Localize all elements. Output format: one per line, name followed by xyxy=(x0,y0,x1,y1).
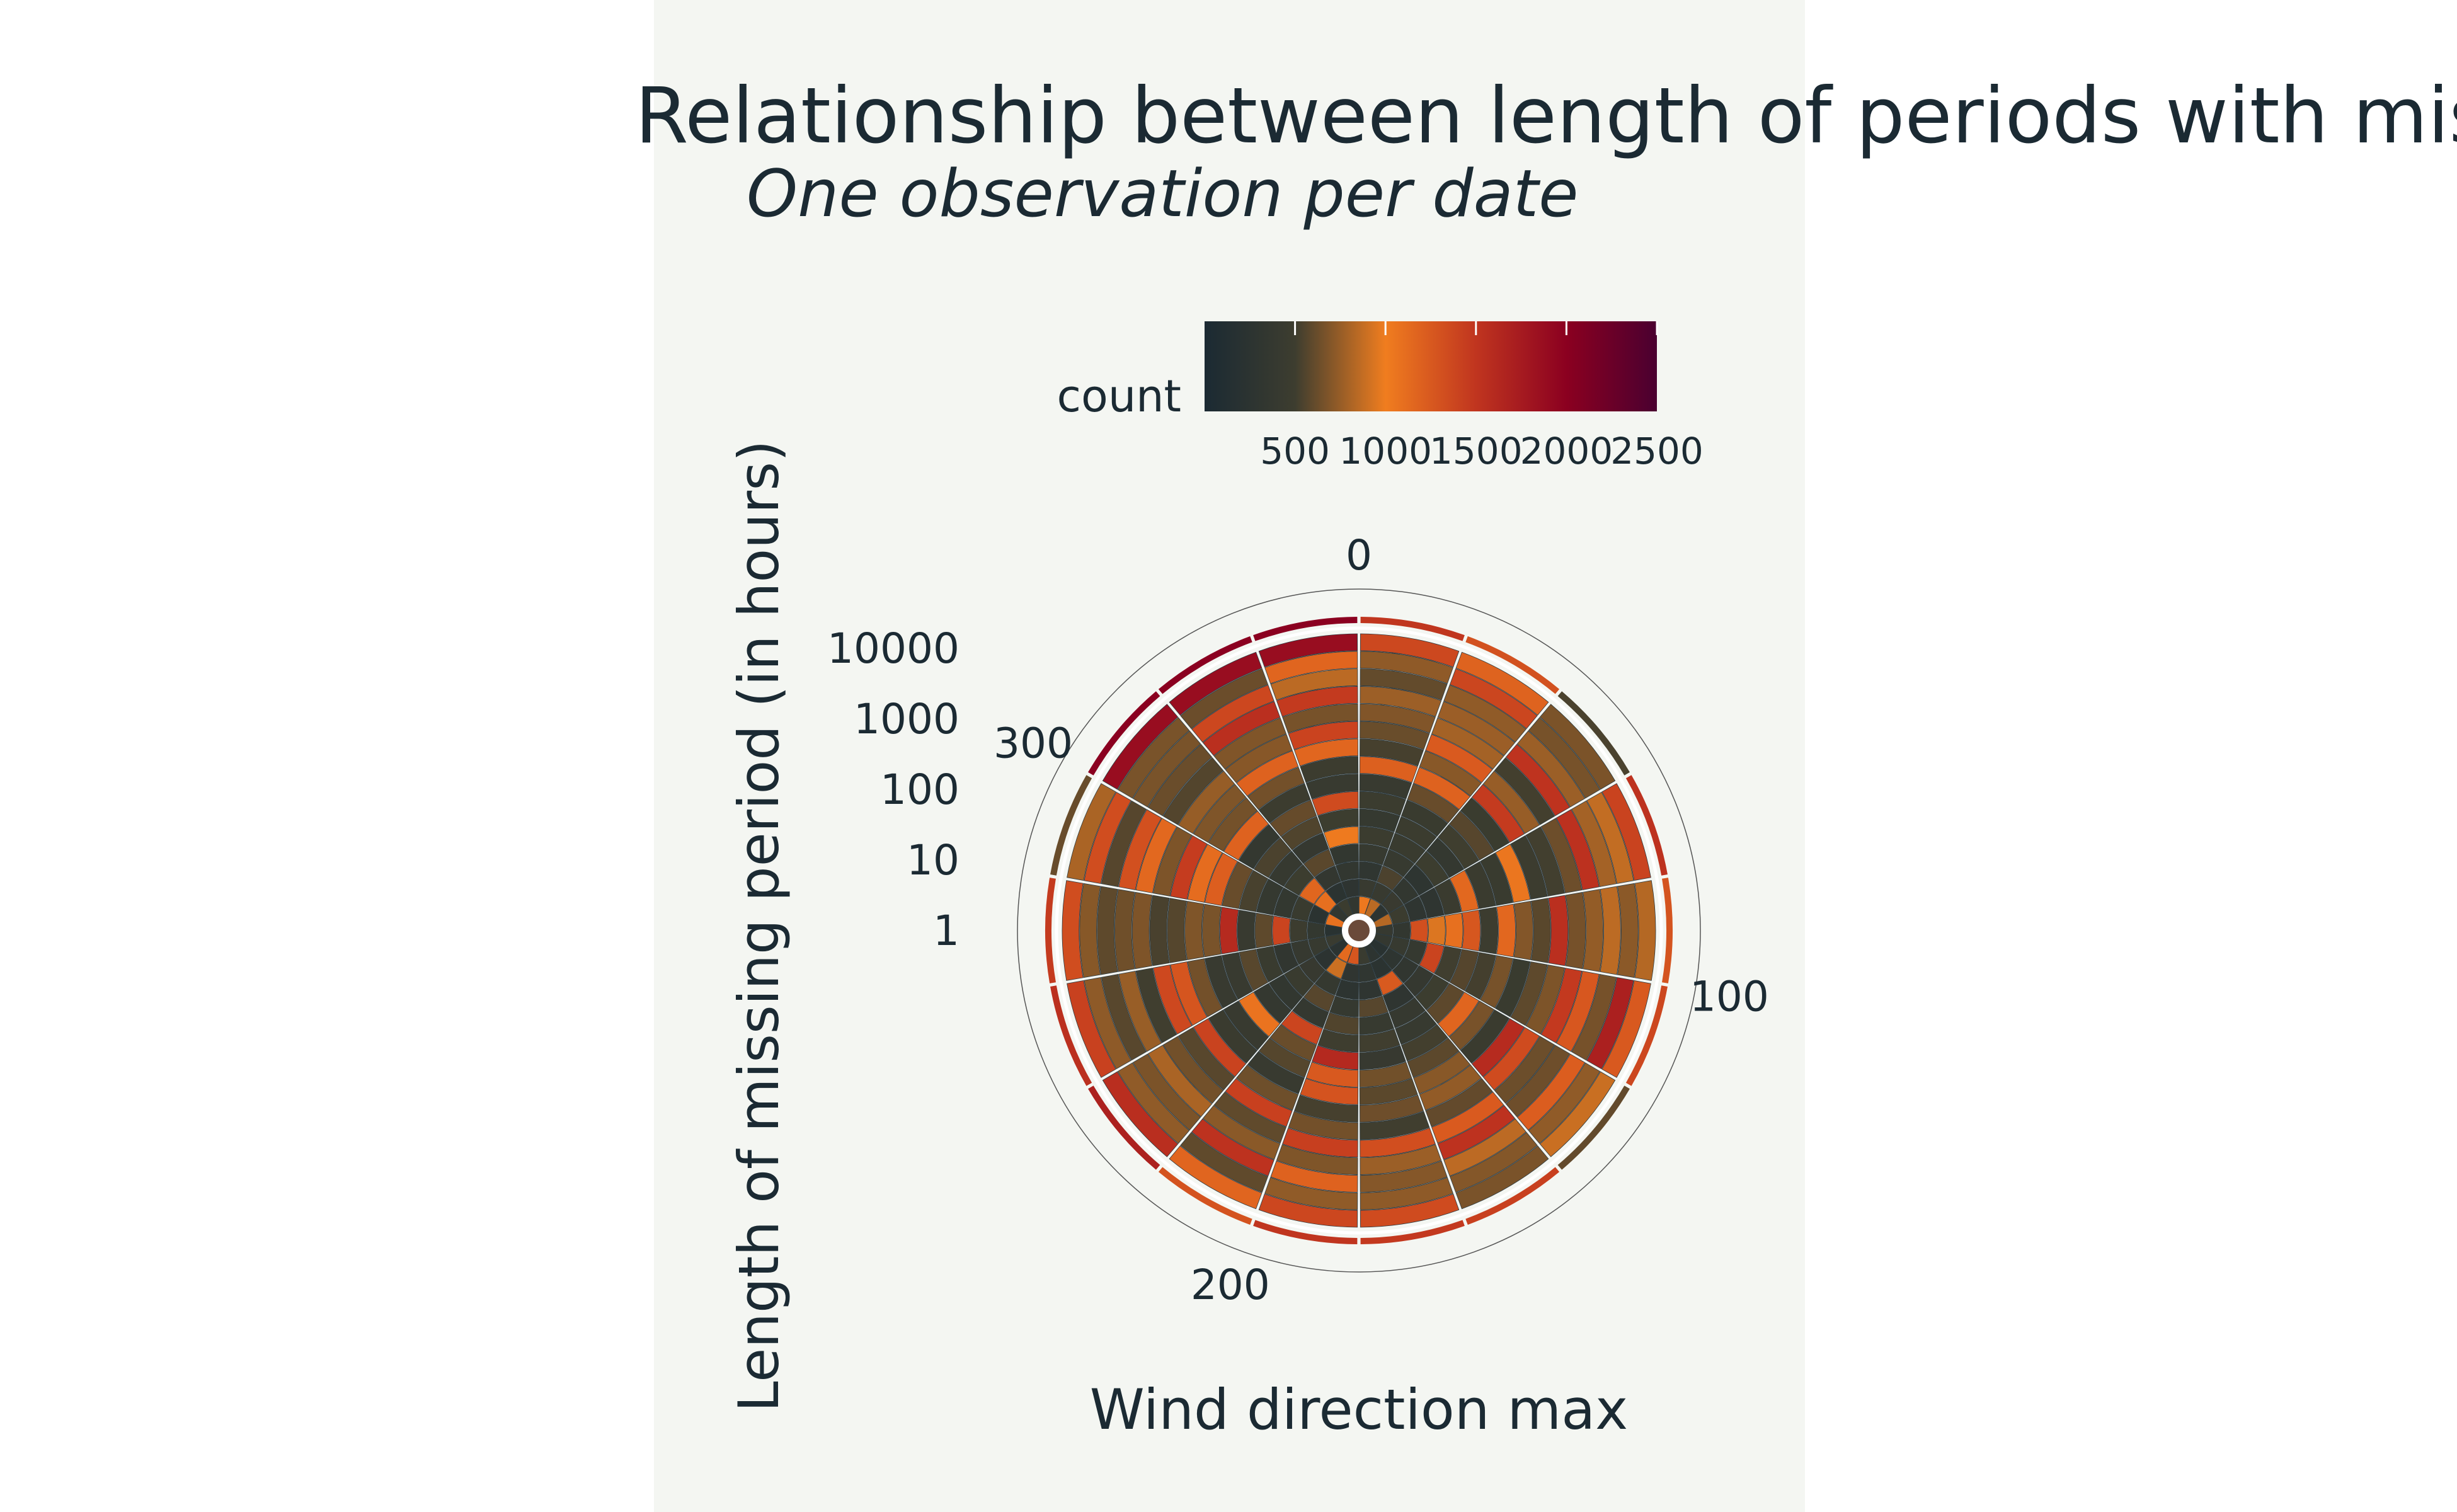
heatmap-cell xyxy=(1514,901,1533,959)
heatmap-cell xyxy=(1167,898,1187,963)
colorbar: 500 1000150020002500 count xyxy=(1057,321,1704,472)
polar-center xyxy=(1345,917,1373,944)
heatmap-cell xyxy=(1114,890,1135,972)
angular-tick-label: 300 xyxy=(994,719,1073,768)
heatmap-cell xyxy=(1410,919,1428,942)
colorbar-tick-label: 500 xyxy=(1260,430,1330,472)
angular-tick-label: 0 xyxy=(1346,531,1372,580)
heatmap-cell xyxy=(1255,913,1273,948)
chart-title: Relationship between length of periods w… xyxy=(635,71,2457,161)
colorbar-tick-label: 2500 xyxy=(1610,430,1704,472)
heatmap-cell xyxy=(1290,919,1308,942)
heatmap-cell xyxy=(1185,901,1204,959)
radial-tick-label: 10 xyxy=(907,836,959,885)
angular-tick-label: 200 xyxy=(1191,1261,1270,1309)
colorbar-tick-label: 2000 xyxy=(1520,430,1613,472)
heatmap-cell xyxy=(1497,904,1516,957)
colorbar-tick-label: 1000 xyxy=(1339,430,1432,472)
heatmap-cell xyxy=(1549,895,1568,966)
heatmap-cell xyxy=(1445,913,1463,948)
heatmap-cell xyxy=(1462,910,1480,951)
x-axis-label: Wind direction max xyxy=(1090,1377,1628,1442)
radial-tick-label: 1 xyxy=(933,907,959,955)
heatmap-cell xyxy=(1531,898,1550,963)
heatmap-outer-cell xyxy=(1662,878,1673,983)
heatmap-cell xyxy=(1307,922,1325,939)
colorbar-tick-label: 1500 xyxy=(1429,430,1523,472)
colorbar-gradient xyxy=(1205,321,1657,411)
heatmap-cell xyxy=(1273,916,1290,945)
heatmap-cell xyxy=(1393,922,1411,939)
heatmap-cell xyxy=(1220,907,1239,954)
colorbar-title: count xyxy=(1057,370,1182,422)
heatmap-cell xyxy=(1237,910,1256,951)
heatmap-cell xyxy=(1132,892,1152,968)
heatmap-cell xyxy=(1428,916,1445,945)
heatmap-cell xyxy=(1566,892,1586,968)
heatmap-cell xyxy=(1479,907,1498,954)
polar-plot: 0 100 200 300 1 10 100 1000 10000 xyxy=(827,531,1769,1309)
chart-subtitle: One observation per date xyxy=(747,156,1578,232)
heatmap-outer-cell xyxy=(1045,878,1056,983)
y-axis-label: Length of missing period (in hours) xyxy=(726,440,791,1412)
radial-tick-label: 10000 xyxy=(827,624,959,673)
radial-tick-label: 1000 xyxy=(854,695,959,743)
heatmap-cell xyxy=(1203,904,1222,957)
heatmap-cell xyxy=(1583,890,1603,972)
angular-tick-label: 100 xyxy=(1690,973,1769,1021)
heatmap-cell xyxy=(1150,895,1169,966)
radial-tick-label: 100 xyxy=(880,765,959,814)
